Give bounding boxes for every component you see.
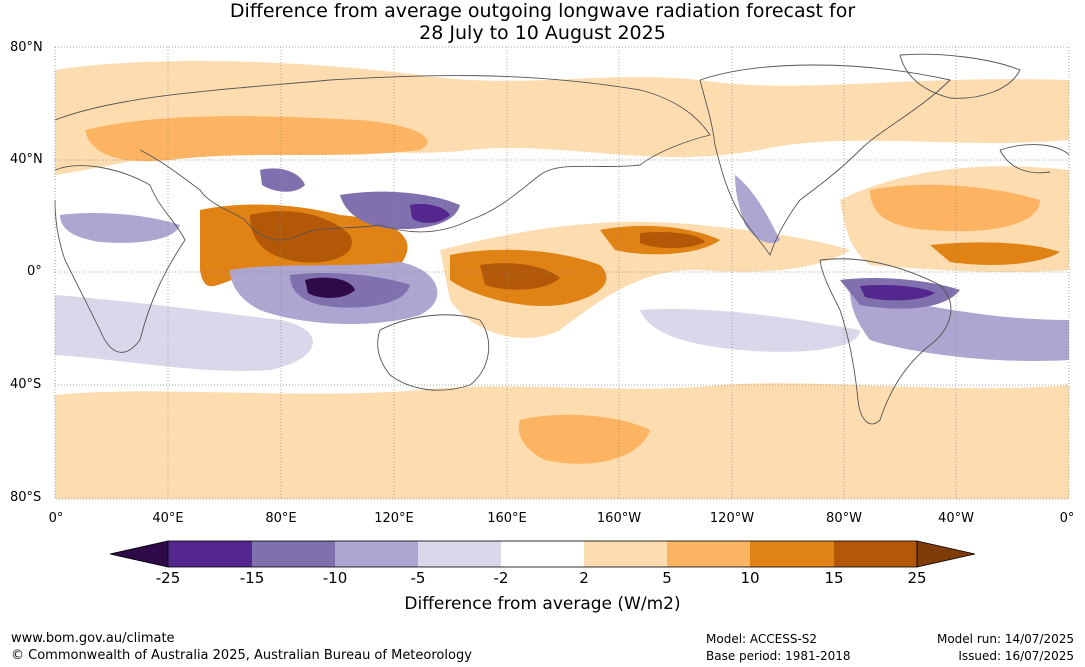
colorbar-tick-label: -25 [155,569,181,587]
lon-label-120w: 120°W [709,511,755,526]
coastline-africa [54,165,186,353]
positive-anomaly-equatorial-pacific [440,221,850,339]
colorbar-tick-label: 15 [824,569,844,587]
colorbar-segment-8 [750,541,834,567]
lon-label-120e: 120°E [374,511,414,526]
colorbar-segment-4 [418,541,501,567]
lon-label-40e: 40°E [152,511,184,526]
lon-label-160w: 160°W [596,511,642,526]
lon-label-0-left: 0° [48,511,64,526]
positive-anomaly-tropical-atlantic [870,184,1040,232]
colorbar-segment-6 [584,541,667,567]
lon-label-80e: 80°E [265,511,297,526]
lat-label-80s: 80°S [10,490,42,505]
map-frame [54,46,1070,500]
positive-anomaly-west-africa [930,242,1060,265]
negative-anomaly-central-america [735,175,780,244]
coastlines [54,53,1070,425]
colorbar-segment-1 [168,541,252,567]
positive-anomaly-central-pacific-core [640,232,705,249]
lat-label-40n: 40°N [10,152,43,167]
anomaly-shading [55,60,1069,499]
footer-issued: Issued: 16/07/2025 [958,649,1074,663]
colorbar-tick-label: -5 [410,569,426,587]
map-title-line1: Difference from average outgoing longwav… [229,0,856,22]
colorbar-tick-label: 10 [740,569,760,587]
footer-copyright: © Commonwealth of Australia 2025, Austra… [11,648,472,663]
footer-model: Model: ACCESS-S2 [706,632,818,646]
positive-anomaly-north-asia [85,116,428,162]
coastline-australia [377,314,490,391]
coastline-eurasia [54,75,711,241]
footer-base-period: Base period: 1981-2018 [706,649,851,663]
footer-url[interactable]: www.bom.gov.au/climate [11,631,175,646]
coastline-europe [999,144,1070,174]
colorbar-segment-7 [667,541,750,567]
colorbar-segment-5 [501,541,584,567]
graticule [55,47,1069,499]
lon-label-40w: 40°W [938,511,974,526]
coastline-south-america [819,258,952,425]
positive-anomaly-west-pacific-core [480,263,560,290]
colorbar-tick-label: -10 [322,569,348,587]
colorbar-segment-3 [335,541,418,567]
lat-label-equator: 0° [27,264,42,279]
positive-anomaly-bay-of-bengal [250,211,352,263]
colorbar-tick-label: 25 [907,569,927,587]
colorbar-segment-2 [252,541,335,567]
negative-anomaly-maritime-continent-core [305,277,355,298]
negative-anomaly-arabian-sea [60,213,180,243]
colorbar-label: Difference from average (W/m2) [404,594,681,614]
negative-anomaly-east-pacific-south [640,309,860,352]
negative-anomaly-south-china-sea-core [410,204,450,223]
lat-label-80n: 80°N [10,40,43,55]
coastline-north-america [699,64,951,257]
positive-anomaly-south-pacific [518,414,650,464]
colorbar-segment-9 [834,541,917,567]
colorbar-outline [167,540,918,568]
lon-label-0-right: 0° [1059,511,1075,526]
colorbar-tick-label: 2 [579,569,589,587]
coastline-greenland [899,53,1021,99]
colorbar-tick-label: -2 [493,569,509,587]
negative-anomaly-tibet [260,168,305,192]
colorbar-high-extend [916,540,976,568]
footer-model-run: Model run: 14/07/2025 [936,632,1074,646]
map-title-line2: 28 July to 10 August 2025 [419,22,666,44]
colorbar-low-extend [109,540,169,568]
colorbar-tick-label: 5 [662,569,672,587]
lon-label-160e: 160°E [487,511,527,526]
colorbar-tick-label: -15 [239,569,265,587]
negative-anomaly-amazon-core [860,284,935,301]
lon-label-80w: 80°W [826,511,862,526]
lat-label-40s: 40°S [10,377,42,392]
colorbar [109,540,976,568]
